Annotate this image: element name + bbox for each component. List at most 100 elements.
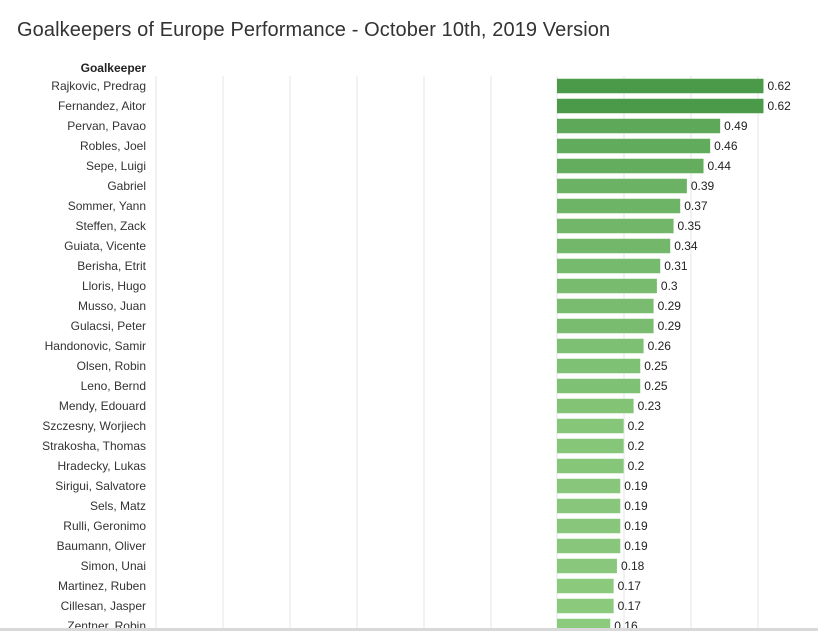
bar-row: Olsen, Robin 0.25 (77, 358, 668, 374)
bottom-border (0, 628, 818, 631)
performance-bar[interactable] (557, 158, 704, 174)
goalkeeper-label: Szczesny, Worjiech (42, 419, 146, 433)
performance-bar[interactable] (557, 598, 614, 614)
bar-row: Sels, Matz 0.19 (90, 498, 648, 514)
performance-bar[interactable] (557, 278, 657, 294)
bar-row: Sirigui, Salvatore 0.19 (55, 478, 648, 494)
bar-row: Cillesan, Jasper 0.17 (61, 598, 642, 614)
goalkeeper-label: Hradecky, Lukas (58, 459, 146, 473)
goalkeeper-label: Sommer, Yann (68, 199, 146, 213)
value-label: 0.19 (624, 479, 648, 493)
performance-bar[interactable] (557, 238, 671, 254)
goalkeeper-label: Pervan, Pavao (67, 119, 146, 133)
value-label: 0.2 (628, 419, 645, 433)
bar-row: Hradecky, Lukas 0.2 (58, 458, 645, 474)
performance-bar[interactable] (557, 318, 654, 334)
goalkeeper-label: Mendy, Edouard (59, 399, 146, 413)
value-label: 0.25 (644, 359, 668, 373)
performance-bar[interactable] (557, 178, 687, 194)
goalkeeper-label: Zentner, Robin (67, 619, 146, 628)
performance-bar[interactable] (557, 618, 611, 628)
performance-bar[interactable] (557, 418, 624, 434)
performance-bar[interactable] (557, 78, 764, 94)
value-label: 0.3 (661, 279, 678, 293)
value-label: 0.49 (724, 119, 748, 133)
performance-bar[interactable] (557, 358, 641, 374)
goalkeeper-label: Gulacsi, Peter (71, 319, 146, 333)
bar-row: Sepe, Luigi 0.44 (86, 158, 732, 174)
performance-bar[interactable] (557, 558, 617, 574)
goalkeeper-label: Cillesan, Jasper (61, 599, 146, 613)
value-label: 0.39 (691, 179, 715, 193)
bar-row: Berisha, Etrit 0.31 (77, 258, 688, 274)
goalkeeper-label: Sirigui, Salvatore (55, 479, 146, 493)
performance-bar[interactable] (557, 338, 644, 354)
bar-row: Steffen, Zack 0.35 (76, 218, 701, 234)
bar-row: Zentner, Robin 0.16 (67, 618, 638, 628)
performance-bar[interactable] (557, 458, 624, 474)
performance-bar[interactable] (557, 258, 661, 274)
goalkeeper-label: Strakosha, Thomas (42, 439, 146, 453)
goalkeeper-label: Martinez, Ruben (58, 579, 146, 593)
performance-bar[interactable] (557, 378, 641, 394)
performance-bar[interactable] (557, 298, 654, 314)
value-label: 0.18 (621, 559, 645, 573)
value-label: 0.2 (628, 459, 645, 473)
performance-bar[interactable] (557, 398, 634, 414)
value-label: 0.37 (684, 199, 708, 213)
goalkeeper-label: Robles, Joel (80, 139, 146, 153)
performance-bar[interactable] (557, 538, 621, 554)
performance-bar[interactable] (557, 138, 711, 154)
bar-row: Pervan, Pavao 0.49 (67, 118, 748, 134)
bar-row: Rulli, Geronimo 0.19 (63, 518, 648, 534)
bar-row: Leno, Bernd 0.25 (81, 378, 668, 394)
value-label: 0.44 (708, 159, 732, 173)
goalkeeper-label: Handonovic, Samir (45, 339, 146, 353)
bar-row: Strakosha, Thomas 0.2 (42, 438, 645, 454)
goalkeeper-label: Berisha, Etrit (77, 259, 146, 273)
bar-row: Mendy, Edouard 0.23 (59, 398, 662, 414)
value-label: 0.16 (614, 619, 638, 628)
performance-bar[interactable] (557, 118, 721, 134)
goalkeeper-label: Rulli, Geronimo (63, 519, 146, 533)
value-label: 0.62 (767, 99, 791, 113)
goalkeeper-label: Simon, Unai (81, 559, 146, 573)
value-label: 0.26 (648, 339, 672, 353)
value-label: 0.17 (618, 599, 642, 613)
goalkeeper-label: Steffen, Zack (76, 219, 147, 233)
goalkeeper-label: Baumann, Oliver (57, 539, 146, 553)
value-label: 0.29 (658, 299, 682, 313)
value-label: 0.2 (628, 439, 645, 453)
performance-bar[interactable] (557, 518, 621, 534)
bar-row: Robles, Joel 0.46 (80, 138, 738, 154)
value-label: 0.34 (674, 239, 698, 253)
goalkeeper-label: Sels, Matz (90, 499, 146, 513)
bar-row: Fernandez, Aitor 0.62 (58, 98, 791, 114)
bar-row: Szczesny, Worjiech 0.2 (42, 418, 645, 434)
performance-bar[interactable] (557, 478, 621, 494)
performance-bar[interactable] (557, 218, 674, 234)
goalkeeper-label: Guiata, Vicente (64, 239, 146, 253)
performance-bar[interactable] (557, 438, 624, 454)
bar-row: Martinez, Ruben 0.17 (58, 578, 642, 594)
bar-row: Handonovic, Samir 0.26 (45, 338, 672, 354)
value-label: 0.19 (624, 499, 648, 513)
performance-bar[interactable] (557, 198, 681, 214)
value-label: 0.17 (618, 579, 642, 593)
performance-bar[interactable] (557, 98, 764, 114)
bar-row: Gulacsi, Peter 0.29 (71, 318, 681, 334)
value-label: 0.31 (664, 259, 688, 273)
bar-row: Guiata, Vicente 0.34 (64, 238, 698, 254)
chart-title: Goalkeepers of Europe Performance - Octo… (17, 19, 611, 41)
value-label: 0.19 (624, 519, 648, 533)
goalkeeper-label: Lloris, Hugo (82, 279, 146, 293)
bar-row: Lloris, Hugo 0.3 (82, 278, 678, 294)
goalkeeper-label: Fernandez, Aitor (58, 99, 146, 113)
goalkeeper-label: Olsen, Robin (77, 359, 146, 373)
value-label: 0.25 (644, 379, 668, 393)
bar-row: Rajkovic, Predrag 0.62 (51, 78, 791, 94)
performance-bar[interactable] (557, 498, 621, 514)
performance-bar[interactable] (557, 578, 614, 594)
value-label: 0.23 (638, 399, 662, 413)
